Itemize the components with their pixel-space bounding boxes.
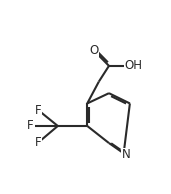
Text: OH: OH	[125, 59, 143, 72]
Text: F: F	[35, 136, 42, 149]
Text: O: O	[90, 44, 99, 57]
Text: F: F	[35, 104, 42, 117]
Text: F: F	[27, 120, 34, 133]
Text: N: N	[121, 148, 130, 161]
